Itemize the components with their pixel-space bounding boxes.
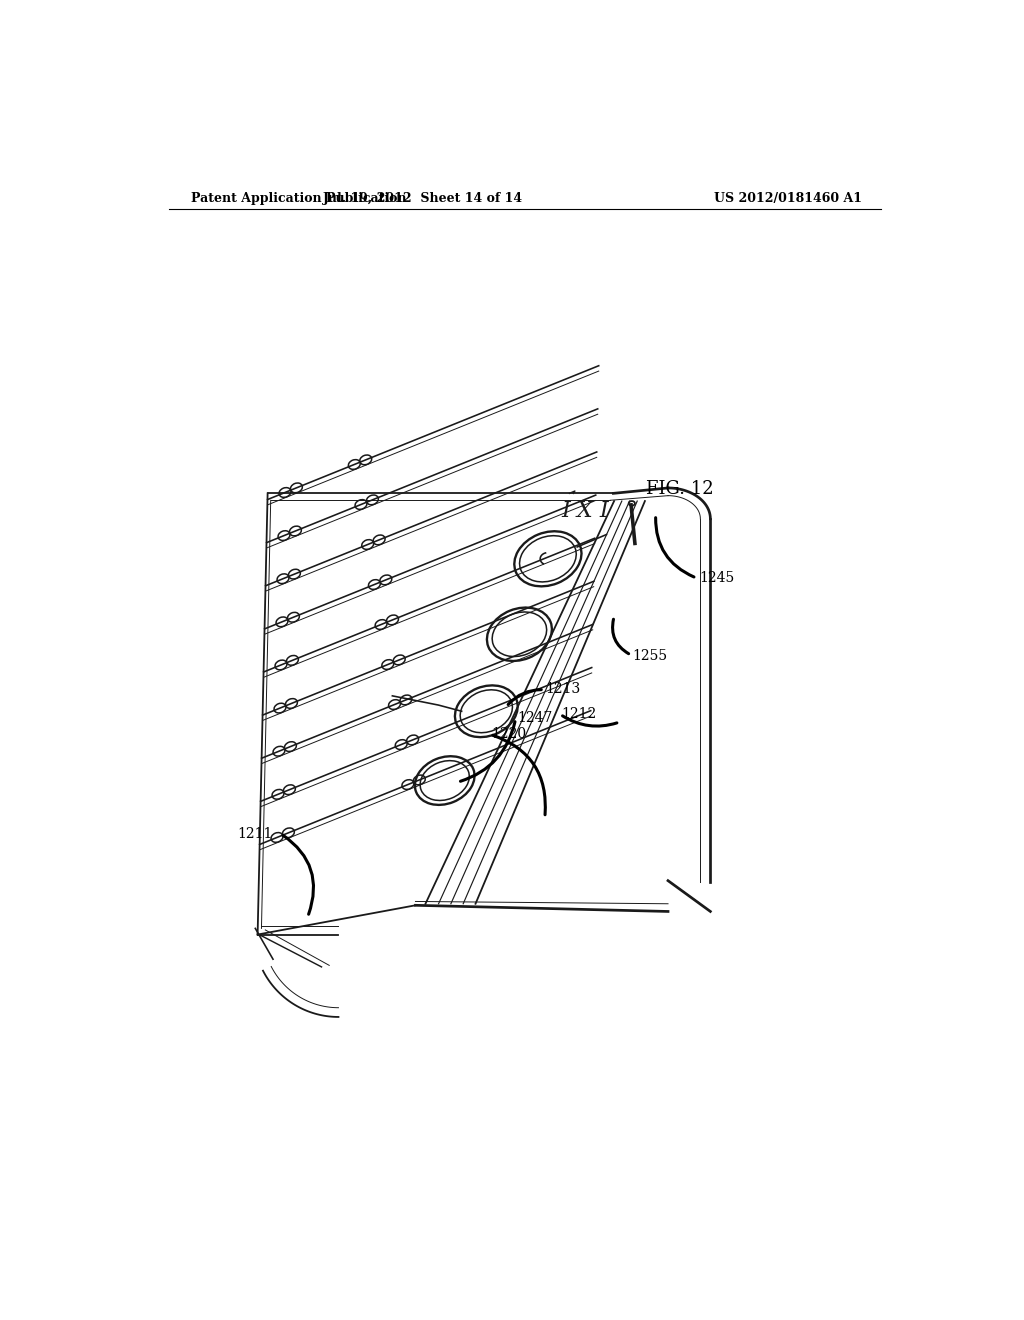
Text: I X I: I X I xyxy=(561,500,608,523)
Text: Jul. 19, 2012  Sheet 14 of 14: Jul. 19, 2012 Sheet 14 of 14 xyxy=(324,191,523,205)
Text: 1245: 1245 xyxy=(698,572,734,585)
Text: 1247: 1247 xyxy=(517,711,553,725)
Text: 1255: 1255 xyxy=(633,649,668,663)
Text: Patent Application Publication: Patent Application Publication xyxy=(190,191,407,205)
Text: 1220: 1220 xyxy=(490,727,526,742)
Text: US 2012/0181460 A1: US 2012/0181460 A1 xyxy=(714,191,862,205)
Text: 1211: 1211 xyxy=(237,826,272,841)
Text: 1213: 1213 xyxy=(546,682,581,696)
Text: 1212: 1212 xyxy=(561,706,596,721)
Text: FIG. 12: FIG. 12 xyxy=(646,480,714,498)
